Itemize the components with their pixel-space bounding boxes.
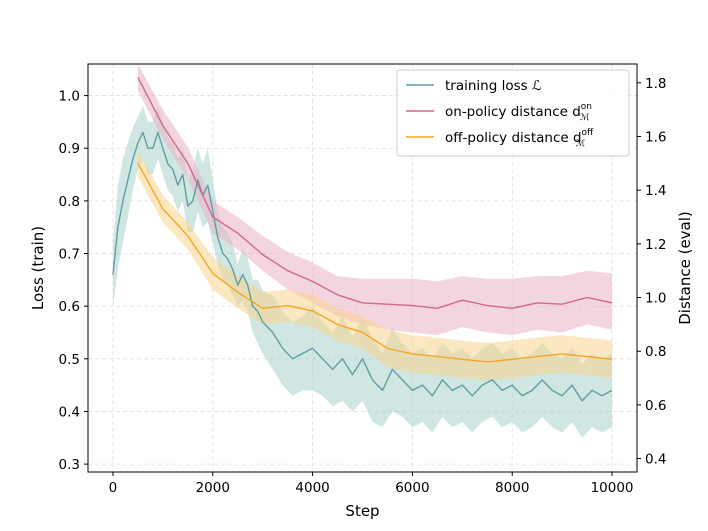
right-tick-label: 1.4 (645, 183, 666, 199)
left-axis-label: Loss (train) (29, 226, 47, 310)
series-line-1 (137, 77, 613, 309)
series-line-2 (137, 162, 613, 363)
x-tick-label: 6000 (395, 480, 429, 496)
left-tick-label: 1.0 (59, 89, 80, 105)
right-tick-label: 1.2 (645, 237, 666, 253)
x-tick-label: 10000 (591, 480, 634, 496)
left-tick-label: 0.8 (59, 194, 80, 210)
x-tick-label: 8000 (495, 480, 529, 496)
series-lines (112, 77, 613, 402)
right-tick-label: 0.8 (645, 344, 666, 360)
series-band-2 (137, 149, 612, 381)
legend-label: off-policy distance doff ℳ (445, 128, 594, 149)
left-axis-ticks: 0.3 0.4 0.5 0.6 0.7 0.8 0.9 1.0 (59, 89, 88, 473)
right-tick-label: 1.8 (645, 76, 666, 92)
left-tick-label: 0.4 (59, 404, 80, 420)
left-tick-label: 0.5 (59, 352, 80, 368)
series-band-1 (137, 64, 612, 336)
right-tick-label: 1.6 (645, 129, 666, 145)
x-axis-label: Step (345, 502, 379, 520)
legend-box (396, 69, 630, 157)
left-tick-label: 0.7 (59, 247, 80, 263)
right-axis-ticks: 0.4 0.6 0.8 1.0 1.2 1.4 1.6 1.8 (637, 76, 666, 468)
right-tick-label: 1.0 (645, 291, 666, 307)
x-tick-label: 0 (109, 480, 118, 496)
legend-label: training loss ℒ (445, 78, 542, 94)
plot-area-frame (87, 63, 638, 473)
right-tick-label: 0.4 (645, 452, 666, 468)
legend-label: on-policy distance don ℳ (445, 102, 592, 123)
x-axis-ticks: 0 2000 4000 6000 8000 10000 (109, 472, 634, 496)
confidence-bands (113, 64, 612, 438)
x-tick-label: 2000 (196, 480, 230, 496)
left-tick-label: 0.9 (59, 141, 80, 157)
left-tick-label: 0.6 (59, 299, 80, 315)
legend: training loss ℒ on-policy distance don ℳ of… (396, 69, 630, 157)
left-tick-label: 0.3 (59, 457, 80, 473)
series-line-0 (112, 131, 613, 402)
right-tick-label: 0.6 (645, 398, 666, 414)
x-tick-label: 4000 (295, 480, 329, 496)
right-axis-label: Distance (eval) (676, 211, 694, 325)
